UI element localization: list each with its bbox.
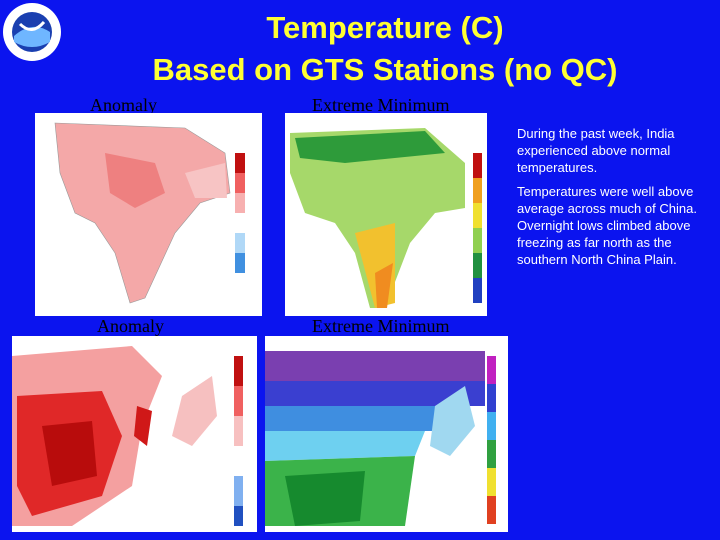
- india-anomaly-map: [35, 113, 262, 316]
- panel-label: Anomaly: [97, 316, 164, 336]
- note-text: During the past week, India experienced …: [517, 126, 675, 175]
- panel-label: Extreme Minimum: [312, 95, 450, 115]
- title-line: Based on GTS Stations (no QC): [152, 52, 618, 87]
- china-minimum-map: [265, 336, 508, 532]
- note-text: Temperatures were well above average acr…: [517, 184, 697, 267]
- panel-label: Extreme Minimum: [312, 316, 450, 336]
- panel-label: Anomaly: [90, 95, 157, 115]
- india-minimum-map: [285, 113, 487, 316]
- title-line: Temperature (C): [266, 10, 504, 45]
- china-anomaly-map: [12, 336, 257, 532]
- noaa-logo: [3, 3, 61, 61]
